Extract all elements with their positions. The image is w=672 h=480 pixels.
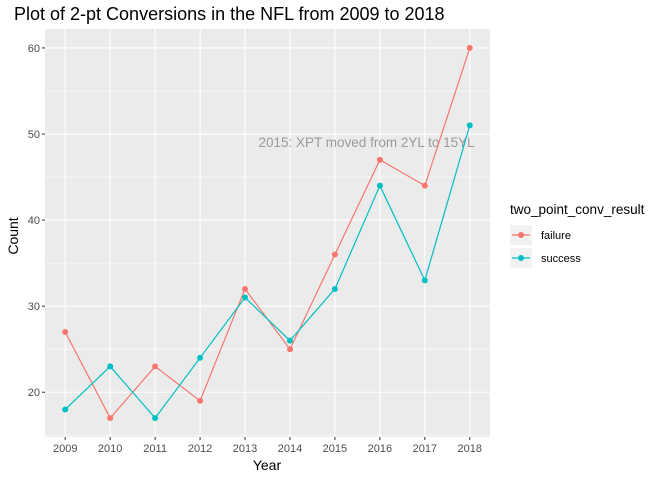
x-tick-label: 2014 [278,443,302,455]
data-point-success [107,363,114,370]
data-point-failure [421,182,428,189]
y-tick-label: 30 [28,301,40,313]
data-point-success [286,337,293,344]
legend-marker-success [518,255,524,261]
x-tick-label: 2010 [98,443,122,455]
x-tick-label: 2017 [413,443,437,455]
y-axis-title: Count [5,217,21,254]
data-point-success [62,406,69,413]
x-tick-label: 2011 [143,443,167,455]
legend: two_point_conv_result failure success [510,202,645,268]
data-point-success [376,182,383,189]
annotation-text: 2015: XPT moved from 2YL to 15YL [259,135,476,150]
data-point-failure [376,156,383,163]
data-point-success [466,122,473,129]
data-point-success [197,354,204,361]
data-point-failure [286,346,293,353]
data-point-failure [62,328,69,335]
y-tick-label: 20 [28,387,40,399]
plot-area: 2015: XPT moved from 2YL to 15YL 20 30 40 50… [28,29,490,455]
data-point-failure [466,44,473,51]
plot-panel [45,29,490,437]
data-point-failure [107,415,114,422]
data-point-failure [197,397,204,404]
series-line-success [64,125,471,420]
data-point-failure [152,363,159,370]
x-tick-label: 2012 [188,443,212,455]
x-axis-title: Year [253,457,282,473]
data-point-success [152,415,159,422]
data-point-success [421,277,428,284]
x-tick-label: 2015 [323,443,347,455]
y-tick-label: 60 [28,43,40,55]
data-point-success [331,285,338,292]
x-tick-label: 2009 [53,443,77,455]
x-tick-label: 2018 [458,443,482,455]
legend-marker-failure [518,232,524,238]
legend-title: two_point_conv_result [510,202,645,217]
legend-label-failure: failure [541,230,571,242]
y-tick-label: 50 [28,129,40,141]
x-tick-label: 2013 [233,443,257,455]
y-tick-label: 40 [28,215,40,227]
chart-title: Plot of 2-pt Conversions in the NFL from… [14,4,445,24]
legend-label-success: success [541,253,581,265]
data-point-success [242,294,249,301]
data-point-failure [331,251,338,258]
x-tick-label: 2016 [368,443,392,455]
data-point-failure [242,285,249,292]
